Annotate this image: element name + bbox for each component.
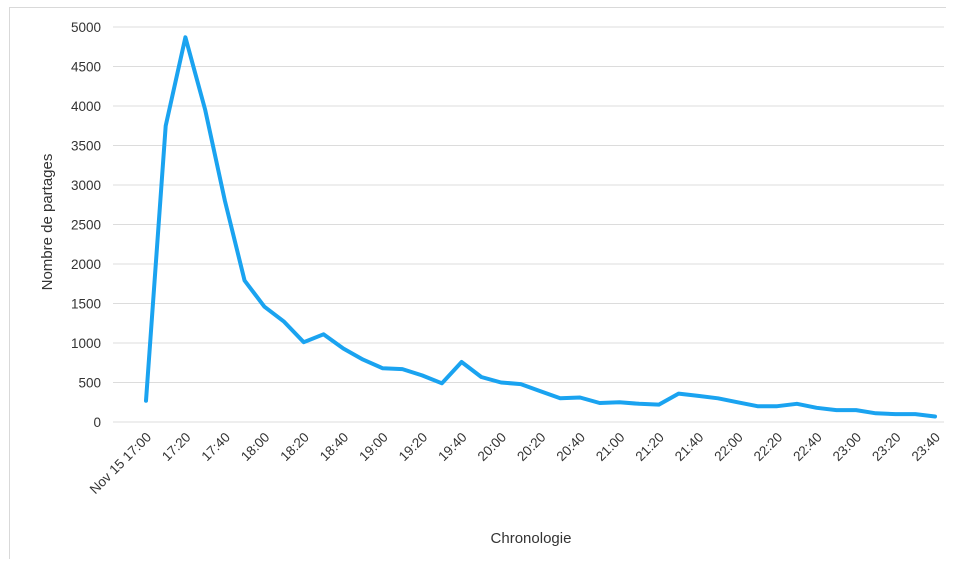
- x-tick-label: 22:40: [790, 430, 825, 465]
- y-tick-label: 1500: [71, 297, 101, 312]
- gridlines: [113, 26, 944, 423]
- x-tick-label: 22:20: [751, 430, 786, 465]
- y-tick-label: 2500: [71, 218, 101, 233]
- x-tick-label: 18:00: [238, 430, 273, 465]
- x-tick-label: 20:20: [514, 430, 549, 465]
- x-tick-label: 21:00: [593, 430, 628, 465]
- x-tick-labels: Nov 15 17:00 17:20 17:40 18:00 18:20 18:40 19:…: [87, 430, 943, 497]
- x-tick-label: 21:20: [632, 430, 667, 465]
- y-axis-label: Nombre de partages: [39, 154, 56, 291]
- y-tick-label: 500: [78, 376, 101, 391]
- series-group: [144, 35, 937, 419]
- y-tick-label: 1000: [71, 336, 101, 351]
- series-line: [144, 35, 937, 419]
- y-tick-label: 4500: [71, 60, 101, 75]
- chart-frame: [9, 7, 946, 559]
- x-tick-label: 17:20: [159, 430, 194, 465]
- x-tick-label: 17:40: [199, 430, 234, 465]
- y-tick-label: 3000: [71, 178, 101, 193]
- y-tick-label: 2000: [71, 257, 101, 272]
- x-tick-label: 20:40: [554, 430, 589, 465]
- x-tick-label: Nov 15 17:00: [87, 430, 154, 497]
- x-tick-label: 18:20: [277, 430, 312, 465]
- x-tick-label: 21:40: [672, 430, 707, 465]
- x-tick-label: 18:40: [317, 430, 352, 465]
- y-tick-labels: 0 500 1000 1500 2000 2500 3000 3500 4000 4500 5000: [71, 20, 101, 430]
- x-tick-label: 19:00: [356, 430, 391, 465]
- x-tick-label: 20:00: [475, 430, 510, 465]
- y-tick-label: 4000: [71, 99, 101, 114]
- y-tick-label: 3500: [71, 139, 101, 154]
- x-tick-label: 23:20: [869, 430, 904, 465]
- y-tick-label: 5000: [71, 20, 101, 35]
- x-tick-label: 23:40: [909, 430, 944, 465]
- x-axis-label: Chronologie: [491, 530, 572, 547]
- x-tick-label: 23:00: [830, 430, 865, 465]
- x-tick-label: 19:40: [435, 430, 470, 465]
- x-tick-label: 22:00: [711, 430, 746, 465]
- y-tick-label: 0: [93, 415, 101, 430]
- x-tick-label: 19:20: [396, 430, 431, 465]
